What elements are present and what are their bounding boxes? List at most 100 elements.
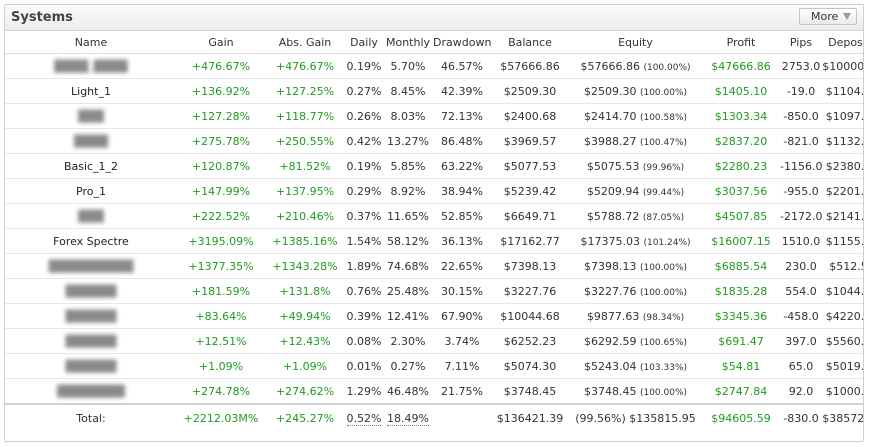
monthly-cell: 0.27% xyxy=(383,353,433,379)
system-name-link[interactable]: ██████ xyxy=(65,284,117,298)
pips-cell: -821.0 xyxy=(780,128,822,154)
column-header-drawdown[interactable]: Drawdown xyxy=(433,31,491,54)
profit-cell: $4507.85 xyxy=(702,203,780,229)
equity-value: $17375.03 xyxy=(580,234,640,248)
gain-cell: +275.78% xyxy=(177,128,265,154)
abs-gain-cell: +1385.16% xyxy=(265,228,345,254)
system-name[interactable]: ███ xyxy=(5,203,177,229)
column-header-monthly[interactable]: Monthly xyxy=(383,31,433,54)
gain-cell: +274.78% xyxy=(177,378,265,405)
deposits-cell: $1044.48 xyxy=(822,278,863,304)
balance-cell: $6649.71 xyxy=(491,203,569,229)
table-row[interactable]: ████████ +274.78% +274.62% 1.29% 46.48% 21.75… xyxy=(5,378,863,405)
pips-cell: -850.0 xyxy=(780,103,822,129)
table-row[interactable]: ██████████ +1377.35% +1343.28% 1.89% 74.68% 2… xyxy=(5,253,863,279)
column-header-equity[interactable]: Equity xyxy=(569,31,702,54)
total-label: Total: xyxy=(5,403,177,431)
system-name-link[interactable]: ████_████ xyxy=(54,59,128,73)
system-name[interactable]: ██████ xyxy=(5,303,177,329)
table-row[interactable]: ████_████ +476.67% +476.67% 0.19% 5.70% 46.57… xyxy=(5,53,863,79)
table-row[interactable]: ███ +127.28% +118.77% 0.26% 8.03% 72.13% $2400… xyxy=(5,103,863,129)
system-name[interactable]: ████ xyxy=(5,128,177,154)
system-name-link[interactable]: Forex Spectre xyxy=(53,234,129,248)
gain-cell: +12.51% xyxy=(177,328,265,354)
table-row[interactable]: Pro_1 +147.99% +137.95% 0.29% 8.92% 38.94% $52… xyxy=(5,178,863,204)
column-header-daily[interactable]: Daily xyxy=(345,31,383,54)
abs-gain-cell: +137.95% xyxy=(265,178,345,204)
system-name[interactable]: ██████ xyxy=(5,328,177,354)
system-name[interactable]: ██████ xyxy=(5,353,177,379)
system-name[interactable]: ██████████ xyxy=(5,253,177,279)
system-name-link[interactable]: ████ xyxy=(74,134,108,148)
system-name-link[interactable]: Basic_1_2 xyxy=(63,159,119,173)
system-name[interactable]: ████_████ xyxy=(5,53,177,79)
total-monthly-value[interactable]: 18.49% xyxy=(387,411,429,426)
profit-cell: $1303.34 xyxy=(702,103,780,129)
system-name-link[interactable]: ███ xyxy=(78,209,104,223)
column-header-abs-gain[interactable]: Abs. Gain xyxy=(265,31,345,54)
system-name[interactable]: Basic_1_2 xyxy=(5,153,177,179)
more-button-label: More xyxy=(811,10,839,23)
drawdown-cell: 7.11% xyxy=(433,353,491,379)
gain-cell: +181.59% xyxy=(177,278,265,304)
profit-cell: $47666.86 xyxy=(702,53,780,79)
column-header-profit[interactable]: Profit xyxy=(702,31,780,54)
table-row[interactable]: Basic_1_2 +120.87% +81.52% 0.19% 5.85% 63.22%… xyxy=(5,153,863,179)
deposits-cell: $1097.34 xyxy=(822,103,863,129)
system-name[interactable]: Pro_1 xyxy=(5,178,177,204)
equity-cell: $2509.30 (100.00%) xyxy=(569,78,702,104)
table-row[interactable]: Forex Spectre +3195.09% +1385.16% 1.54% 58.1… xyxy=(5,228,863,254)
balance-cell: $7398.13 xyxy=(491,253,569,279)
more-dropdown-button[interactable]: More xyxy=(799,8,857,25)
system-name[interactable]: Light_1 xyxy=(5,78,177,104)
system-name[interactable]: Forex Spectre xyxy=(5,228,177,254)
column-header-name[interactable]: Name xyxy=(5,31,177,54)
daily-cell: 0.37% xyxy=(345,203,383,229)
table-row[interactable]: ███ +222.52% +210.46% 0.37% 11.65% 52.85% $664… xyxy=(5,203,863,229)
equity-cell: $3988.27 (100.47%) xyxy=(569,128,702,154)
system-name-link[interactable]: ██████ xyxy=(65,309,117,323)
column-header-gain[interactable]: Gain xyxy=(177,31,265,54)
total-daily-value[interactable]: 0.52% xyxy=(346,411,382,426)
system-name-link[interactable]: ██████████ xyxy=(48,259,134,273)
system-name[interactable]: ███ xyxy=(5,103,177,129)
equity-cell: $7398.13 (100.00%) xyxy=(569,253,702,279)
system-name-link[interactable]: Light_1 xyxy=(71,84,111,98)
drawdown-cell: 86.48% xyxy=(433,128,491,154)
system-name[interactable]: ████████ xyxy=(5,378,177,405)
equity-cell: $57666.86 (100.00%) xyxy=(569,53,702,79)
system-name[interactable]: ██████ xyxy=(5,278,177,304)
column-header-pips[interactable]: Pips xyxy=(780,31,822,54)
column-header-balance[interactable]: Balance xyxy=(491,31,569,54)
profit-cell: $2280.23 xyxy=(702,153,780,179)
system-name-link[interactable]: Pro_1 xyxy=(76,184,106,198)
equity-value: $3748.45 xyxy=(583,384,637,398)
table-row[interactable]: ██████ +1.09% +1.09% 0.01% 0.27% 7.11% $5074.3… xyxy=(5,353,863,379)
equity-cell: $5788.72 (87.05%) xyxy=(569,203,702,229)
table-row[interactable]: ████ +275.78% +250.55% 0.42% 13.27% 86.48% $39… xyxy=(5,128,863,154)
balance-cell: $57666.86 xyxy=(491,53,569,79)
daily-cell: 0.76% xyxy=(345,278,383,304)
pips-cell: 397.0 xyxy=(780,328,822,354)
drawdown-cell: 42.39% xyxy=(433,78,491,104)
table-row[interactable]: ██████ +181.59% +131.8% 0.76% 25.48% 30.15% $3… xyxy=(5,278,863,304)
equity-percent: (100.00%) xyxy=(643,62,691,73)
column-header-deposits[interactable]: Deposits xyxy=(822,31,863,54)
equity-value: $5209.94 xyxy=(586,184,640,198)
table-row[interactable]: Light_1 +136.92% +127.25% 0.27% 8.45% 42.39% $… xyxy=(5,78,863,104)
system-name-link[interactable]: ██████ xyxy=(65,359,117,373)
system-name-link[interactable]: ██████ xyxy=(65,334,117,348)
balance-cell: $6252.23 xyxy=(491,328,569,354)
total-row: Total: +2212.03M% +245.27% 0.52% 18.49% … xyxy=(5,403,863,431)
systems-panel: Systems More Name Gain Abs. Gain Daily xyxy=(4,4,864,442)
chevron-down-icon xyxy=(843,13,851,20)
equity-percent: (100.00%) xyxy=(639,262,688,273)
deposits-cell: $1155.62 xyxy=(822,228,863,254)
system-name-link[interactable]: ████████ xyxy=(57,384,125,398)
table-body: ████_████ +476.67% +476.67% 0.19% 5.70% 46.57… xyxy=(5,53,863,405)
table-row[interactable]: ██████ +12.51% +12.43% 0.08% 2.30% 3.74% $6252… xyxy=(5,328,863,354)
equity-value: $6292.59 xyxy=(583,334,637,348)
drawdown-cell: 21.75% xyxy=(433,378,491,405)
system-name-link[interactable]: ███ xyxy=(78,109,104,123)
table-row[interactable]: ██████ +83.64% +49.94% 0.39% 12.41% 67.90% $10… xyxy=(5,303,863,329)
